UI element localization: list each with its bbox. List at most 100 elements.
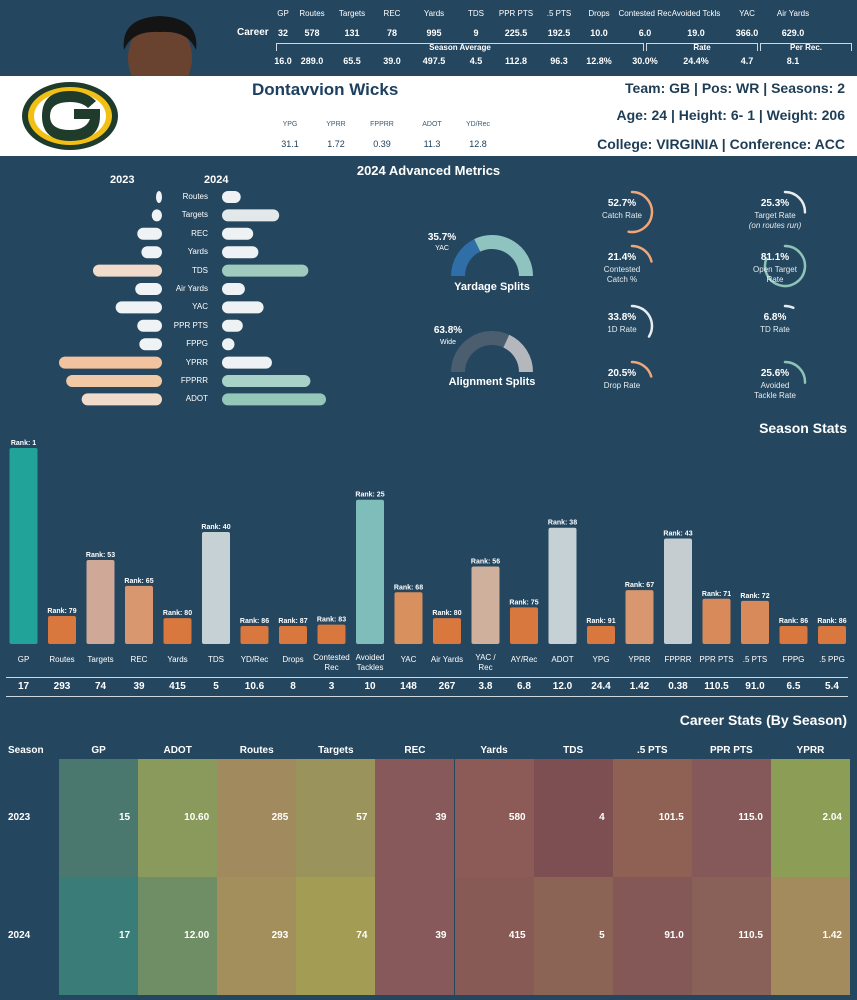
career-value: 366.0 [735,28,759,38]
season-stat-bar [818,626,846,644]
season-stat-label: ADOT [551,655,574,664]
season-stat-value: 148 [400,681,417,692]
season-stat-value: 3.8 [478,681,493,692]
season-avg-value: 289.0 [300,56,324,66]
bar-2023 [156,191,162,203]
bar-2023 [141,246,162,259]
header-stat-label: YPRR [326,121,346,128]
rank-label: Rank: 75 [509,599,538,606]
season-stat-label: Contested [313,653,350,662]
donut-sub-label: Wide [440,339,456,346]
season-avg-value: 12.8% [586,56,612,66]
season-stat-bar [510,607,538,644]
bar-2024 [222,338,235,351]
season-stat-value: 74 [94,681,107,692]
season-stat-value: 293 [53,681,71,692]
header-stat-value: 12.8 [469,139,487,149]
career-value: 225.5 [504,28,528,38]
heatmap-cell: 39 [375,759,455,877]
heatmap-cell: 15 [59,759,139,877]
ring-label: Catch % [606,275,638,284]
bar-2023 [115,301,162,314]
season-stat-bar [779,626,808,644]
bar-2023 [59,356,162,369]
bar-2023 [151,209,162,222]
rank-label: Rank: 80 [432,610,461,617]
donut-rest-segment [502,334,533,373]
bar-2024 [222,319,243,332]
season-stats-chart: Rank: 1 Rank: 79 Rank: 53 Rank: 65 Rank: 80 R… [9,440,847,644]
season-stat-bar [394,592,423,644]
donut-rest-segment [474,235,533,277]
season-stat-value: 110.5 [704,681,729,692]
season-stat-label: TDS [208,655,224,664]
heatmap-cell: 293 [217,877,297,995]
season-stat-label: PPR PTS [699,655,734,664]
heatmap-column-header: TDS [563,745,584,756]
career-value: 10.0 [590,28,608,38]
bar-2023 [139,338,162,351]
butterfly-category-label: REC [191,228,208,238]
career-value: 629.0 [781,28,805,38]
team-logo [20,81,120,156]
career-header: Contested Rec [618,9,672,18]
ring-percent: 20.5% [607,368,637,379]
donut-main-segment [451,239,481,277]
ring-percent: 25.6% [760,368,790,379]
rank-label: Rank: 67 [625,582,654,589]
career-header: GP [277,9,289,18]
header-stat-label: YPG [282,121,298,128]
season-stat-bar [548,527,577,644]
butterfly-category-label: YPRR [185,357,208,367]
heatmap-column-header: YPRR [796,745,825,756]
season-stat-label: Tackles [356,663,384,672]
heatmap-column-header: PPR PTS [709,745,753,756]
season-stat-label: Targets [87,655,114,664]
butterfly-category-label: FPPG [186,339,208,349]
career-value: 19.0 [687,28,705,38]
ring-label: Rate [766,275,784,284]
bio-info: Age: 24 | Height: 6- 1 | Weight: 206 [616,107,845,123]
season-row-label: 2024 [8,930,31,941]
ring-arc [630,244,653,263]
donut-chart [451,331,533,373]
season-stat-label: Rec [478,663,493,672]
career-header: TDS [468,9,484,18]
bar-2024 [222,246,259,259]
season-stat-label: Air Yards [430,655,464,664]
season-avg-value: 96.3 [550,56,568,66]
season-stat-bar [48,616,76,644]
team-info: Team: GB | Pos: WR | Seasons: 2 [625,80,845,96]
butterfly-category-label: Targets [181,210,208,220]
season-stat-value: 17 [17,681,30,692]
season-avg-value: 65.5 [343,56,361,66]
ring-percent: 25.3% [760,198,790,209]
season-stat-label: .5 PPG [819,655,845,664]
season-stat-bar [356,499,384,644]
rank-label: Rank: 71 [702,591,731,598]
heatmap-cell: 74 [296,877,376,995]
donut-main-segment [451,331,510,373]
donut-percent: 35.7% [427,232,457,243]
heatmap-cell: 10.60 [138,759,218,877]
season-avg-value: 112.8 [504,56,528,66]
season-stat-label: YAC / [475,653,496,662]
heatmap-cell: 101.5 [612,759,692,877]
rank-label: Rank: 87 [278,618,307,625]
ring-label: Drop Rate [603,381,641,390]
heatmap-column-header: Yards [480,745,508,756]
bar-2024 [222,264,309,277]
season-stat-value: 39 [133,681,145,692]
season-stat-bar [664,538,692,644]
season-stat-label: Yards [167,655,188,664]
progress-ring [627,190,654,234]
bar-2023 [135,283,162,295]
header-stat-label: ADOT [422,121,442,128]
season-stat-bar [125,585,153,644]
rank-label: Rank: 38 [548,520,577,527]
header-stat-label: FPPRR [370,121,394,128]
heatmap-cell: 5 [533,877,613,995]
rank-label: Rank: 40 [201,524,230,531]
career-value: 9 [473,28,479,38]
advanced-title: 2024 Advanced Metrics [356,163,501,178]
